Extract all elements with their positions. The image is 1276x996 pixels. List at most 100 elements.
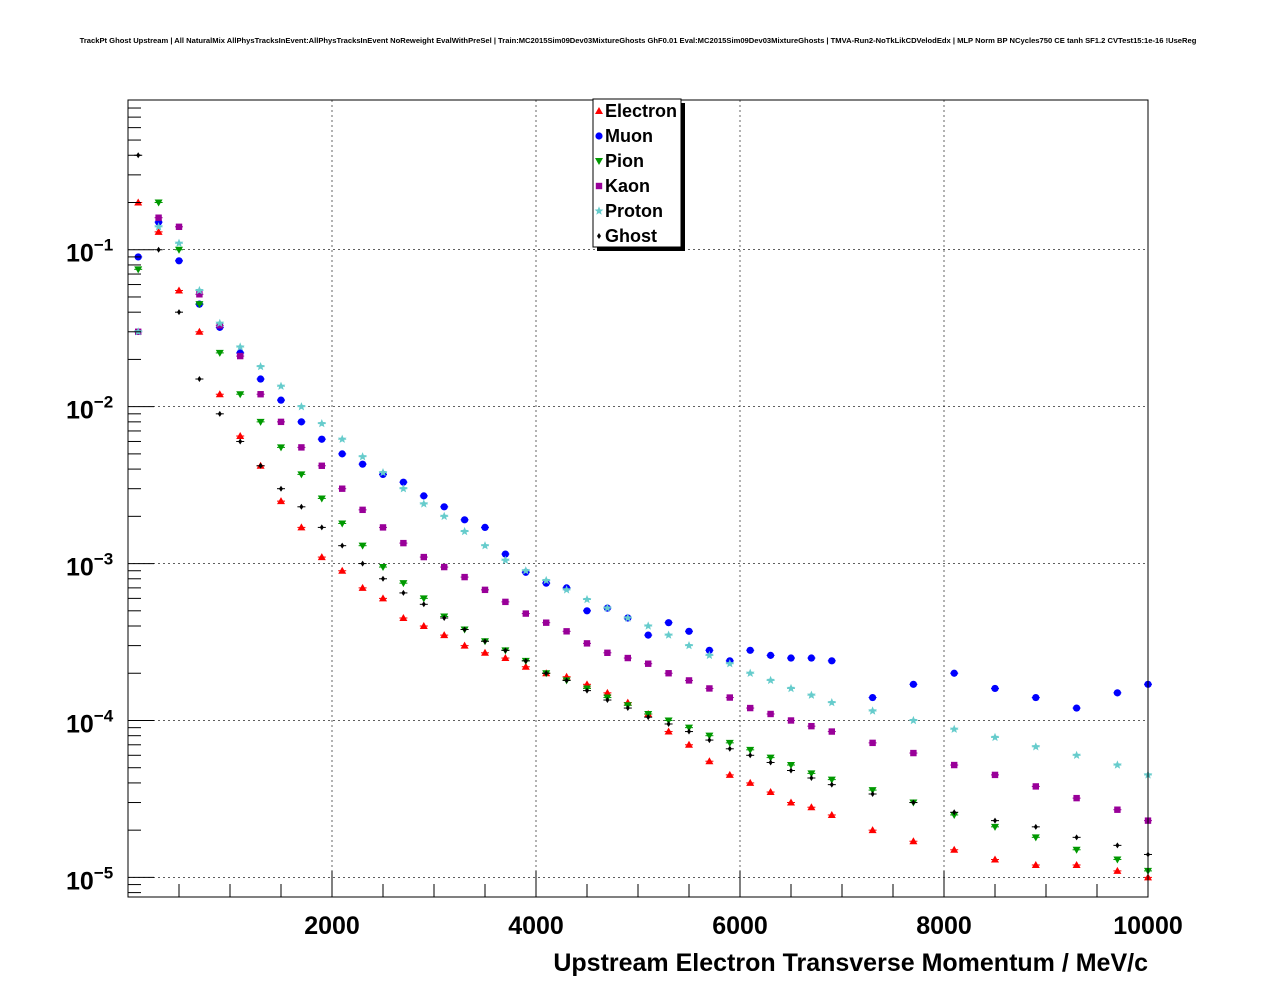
data-point-kaon	[645, 660, 652, 667]
data-point-kaon	[624, 654, 631, 662]
data-point-pion	[277, 444, 285, 452]
data-point-muon	[746, 646, 754, 654]
data-point-muon	[685, 627, 693, 635]
data-point-proton	[460, 526, 469, 536]
data-point-ghost	[421, 601, 426, 608]
y-tick-base: 10	[66, 710, 94, 738]
data-point-ghost	[870, 790, 875, 797]
data-point-proton	[766, 675, 775, 685]
data-point-kaon	[1032, 783, 1039, 790]
data-point-muon	[257, 375, 265, 383]
data-point-kaon	[298, 444, 305, 451]
data-point-ghost	[646, 714, 651, 721]
data-point-proton	[990, 732, 1000, 742]
data-point-muon	[1073, 704, 1081, 712]
data-point-proton	[501, 555, 510, 564]
data-point-kaon	[379, 524, 387, 531]
data-point-muon	[420, 492, 428, 500]
data-point-muon	[318, 435, 326, 443]
data-point-muon	[807, 654, 816, 662]
data-point-proton	[909, 715, 918, 725]
data-point-electron	[399, 613, 408, 621]
data-point-proton	[1031, 742, 1041, 751]
data-point-electron	[807, 803, 816, 811]
data-point-kaon	[1073, 794, 1080, 802]
data-point-proton	[807, 690, 816, 699]
data-point-ghost	[319, 524, 324, 531]
data-point-muon	[175, 257, 183, 265]
chart-title: TrackPt Ghost Upstream | All NaturalMix …	[80, 36, 1197, 45]
data-point-electron	[379, 594, 387, 602]
legend-label-proton: Proton	[605, 201, 663, 221]
data-point-ghost	[809, 774, 814, 781]
data-point-ghost	[340, 542, 345, 549]
data-point-electron	[1072, 860, 1081, 868]
data-point-electron	[440, 631, 449, 639]
data-point-proton	[623, 613, 633, 622]
data-point-ghost	[707, 737, 712, 744]
data-point-ghost	[585, 687, 589, 694]
data-point-muon	[828, 657, 836, 665]
data-point-ghost	[1074, 834, 1079, 841]
data-point-electron	[215, 390, 224, 398]
data-point-electron	[827, 810, 836, 818]
data-point-pion	[379, 564, 387, 572]
data-point-kaon	[706, 685, 713, 692]
y-tick-label: 10−4	[66, 706, 114, 738]
data-point-kaon	[522, 610, 529, 617]
data-point-proton	[256, 362, 265, 371]
data-point-proton	[1113, 760, 1122, 769]
data-point-kaon	[869, 739, 876, 747]
y-tick-label: 10−3	[66, 550, 113, 582]
data-point-kaon	[726, 694, 733, 701]
data-point-ghost	[1115, 842, 1120, 849]
data-point-muon	[767, 651, 775, 659]
data-point-ghost	[238, 438, 243, 445]
data-point-proton	[317, 419, 327, 428]
data-point-kaon	[1114, 806, 1121, 813]
data-point-ghost	[605, 697, 610, 704]
data-point-pion	[705, 732, 714, 740]
series-layer	[133, 152, 1153, 881]
data-point-pion	[215, 349, 224, 357]
data-point-pion	[950, 811, 959, 819]
data-point-kaon	[991, 771, 999, 779]
data-point-pion	[175, 246, 183, 254]
data-point-kaon	[604, 649, 611, 656]
data-point-electron	[664, 727, 673, 735]
y-tick-base: 10	[66, 554, 94, 582]
data-point-pion	[338, 520, 347, 528]
data-point-pion	[419, 595, 428, 603]
data-point-proton	[603, 603, 612, 612]
data-point-ghost	[952, 809, 957, 816]
x-axis-label: Upstream Electron Transverse Momentum / …	[553, 949, 1148, 977]
data-point-ghost	[768, 759, 773, 766]
data-point-kaon	[420, 553, 427, 561]
data-point-electron	[685, 740, 693, 748]
data-point-kaon	[808, 722, 815, 730]
data-point-ghost	[666, 720, 671, 727]
data-point-pion	[134, 266, 143, 274]
data-point-ghost	[993, 817, 997, 824]
data-point-pion	[868, 787, 877, 795]
data-point-proton	[174, 238, 184, 247]
data-point-muon	[583, 607, 591, 615]
data-point-electron	[419, 622, 428, 630]
data-point-pion	[685, 724, 693, 732]
data-point-pion	[766, 754, 775, 762]
data-point-ghost	[625, 705, 630, 712]
data-point-proton	[195, 285, 204, 295]
data-point-electron	[603, 688, 612, 696]
data-point-muon	[909, 680, 918, 688]
data-point-proton	[562, 585, 571, 594]
data-point-electron	[725, 770, 734, 778]
data-point-muon	[705, 646, 714, 654]
data-point-electron	[991, 855, 999, 863]
data-point-ghost	[564, 677, 569, 684]
data-point-electron	[154, 227, 163, 235]
data-point-electron	[766, 788, 775, 796]
data-point-electron	[1113, 866, 1122, 874]
data-point-ghost	[789, 767, 793, 774]
x-tick-label: 8000	[916, 912, 972, 940]
data-point-muon	[1113, 689, 1121, 697]
